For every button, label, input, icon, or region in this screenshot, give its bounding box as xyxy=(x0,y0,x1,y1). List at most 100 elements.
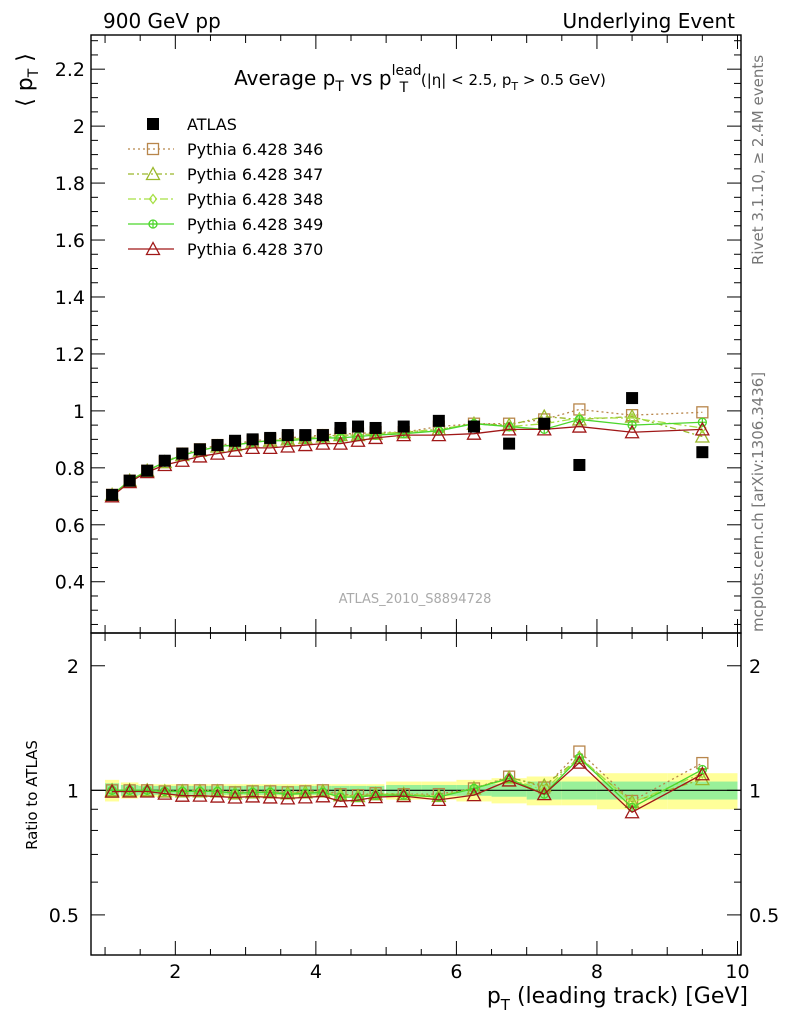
series-4-point xyxy=(466,425,482,440)
ratio-4-point xyxy=(501,772,517,787)
ratio-4-point xyxy=(157,785,173,800)
x-axis-label-rest: (leading track) [GeV] xyxy=(510,984,748,1009)
data-point xyxy=(211,439,224,452)
y-tick-label: 2.2 xyxy=(55,59,85,81)
series-4-point xyxy=(280,438,296,453)
series-4-point xyxy=(297,437,313,452)
series-4-point xyxy=(209,445,226,460)
header-right: Underlying Event xyxy=(562,9,735,33)
data-point xyxy=(573,458,586,471)
series-4-point xyxy=(624,424,640,439)
y-tick-label: 0.6 xyxy=(55,515,85,537)
ratio-4-point xyxy=(315,788,331,803)
chart-title: Average pT vs plead T (|η| < 2.5, pT > 0.… xyxy=(234,63,606,96)
ratio-4-point xyxy=(536,786,552,801)
legend-marker xyxy=(148,193,158,205)
data-point xyxy=(467,420,480,433)
x-tick-label: 10 xyxy=(725,961,749,983)
title-cut-sub: T xyxy=(510,80,518,93)
legend-label: Pythia 6.428 349 xyxy=(187,215,323,234)
ratio-4-point xyxy=(350,792,366,807)
series-line-1 xyxy=(111,415,703,496)
y-axis-label-close: ⟩ xyxy=(13,53,38,69)
series-4-point xyxy=(571,418,587,433)
title-cut-suffix: > 0.5 GeV) xyxy=(518,71,606,89)
y-tick-label: 1.4 xyxy=(55,287,85,309)
data-point xyxy=(123,474,136,487)
legend-label: Pythia 6.428 348 xyxy=(187,190,323,209)
series-4-point xyxy=(368,430,384,445)
title-cut-prefix: (|η| < 2.5, p xyxy=(416,71,511,89)
ratio-4-point xyxy=(192,787,208,802)
ratio-panel xyxy=(104,745,710,819)
x-tick-label: 8 xyxy=(591,961,603,983)
data-point xyxy=(158,454,171,467)
series-4-point xyxy=(174,452,190,467)
y-tick-label: 1 xyxy=(73,401,85,423)
data-point xyxy=(281,429,294,442)
legend: ATLAS Pythia 6.428 346 Pythia 6.428 347 Pyt… xyxy=(128,115,323,259)
x-axis-label: pT (leading track) [GeV] xyxy=(487,984,748,1014)
y-axis-label-main: ⟨ p xyxy=(13,77,38,107)
ratio-4-point xyxy=(431,792,447,807)
legend-marker xyxy=(146,142,160,156)
legend-marker xyxy=(147,118,159,130)
x-axis-label-sub: T xyxy=(500,996,511,1014)
data-point xyxy=(397,420,410,433)
series-1-point xyxy=(694,428,710,443)
series-line-4 xyxy=(111,425,703,497)
data-point xyxy=(503,437,516,450)
data-point xyxy=(369,421,382,434)
title-sub1: T xyxy=(334,79,344,95)
y-tick-label: 2 xyxy=(73,116,85,138)
ratio-4-point xyxy=(466,787,482,802)
ratio-y-tick-label: 1 xyxy=(67,780,79,802)
ratio-4-point xyxy=(368,789,384,804)
data-point xyxy=(299,429,312,442)
ratio-y-tick-label-right: 1 xyxy=(749,780,761,802)
data-point xyxy=(106,488,119,501)
ratio-line-1 xyxy=(112,757,703,803)
data-point xyxy=(432,414,445,427)
ratio-4-point xyxy=(104,783,120,798)
series-4-point xyxy=(262,440,278,455)
data-point xyxy=(264,431,277,444)
ratio-y-tick-label: 0.5 xyxy=(49,905,79,927)
series-4-point xyxy=(396,427,412,442)
mcplots-label: mcplots.cern.ch [arXiv:1306.3436] xyxy=(749,372,767,632)
series-line-2 xyxy=(111,417,703,496)
series-4-point xyxy=(431,427,447,442)
ratio-4-point xyxy=(174,787,190,802)
legend-label: ATLAS xyxy=(187,115,237,134)
ratio-4-point xyxy=(280,790,296,805)
ratio-4-point xyxy=(396,788,412,803)
data-point xyxy=(246,433,259,446)
title-mid: vs p xyxy=(344,66,392,90)
x-axis-label-main: p xyxy=(487,984,501,1009)
ratio-y-axis-label: Ratio to ATLAS xyxy=(23,740,41,850)
ratio-4-point xyxy=(139,783,155,798)
series-4-point xyxy=(694,421,710,436)
ratio-4-point xyxy=(209,788,226,803)
series-4-point xyxy=(245,440,261,455)
data-point xyxy=(334,421,347,434)
legend-marker xyxy=(145,166,161,181)
y-tick-label: 1.6 xyxy=(55,230,85,252)
ratio-4-point xyxy=(122,783,138,798)
header-left: 900 GeV pp xyxy=(103,9,221,33)
data-point xyxy=(626,392,639,405)
series-4-point xyxy=(332,435,349,450)
ratio-y-tick-label-right: 0.5 xyxy=(749,905,779,927)
data-point xyxy=(193,443,206,456)
legend-label: Pythia 6.428 347 xyxy=(187,165,323,184)
y-tick-label: 0.8 xyxy=(55,458,85,480)
legend-marker xyxy=(148,219,158,229)
data-point xyxy=(141,464,154,477)
title-sub2: T xyxy=(399,80,409,96)
x-tick-label: 2 xyxy=(169,961,181,983)
ratio-4-point xyxy=(571,754,587,769)
legend-label: Pythia 6.428 346 xyxy=(187,140,323,159)
data-point xyxy=(229,434,242,447)
